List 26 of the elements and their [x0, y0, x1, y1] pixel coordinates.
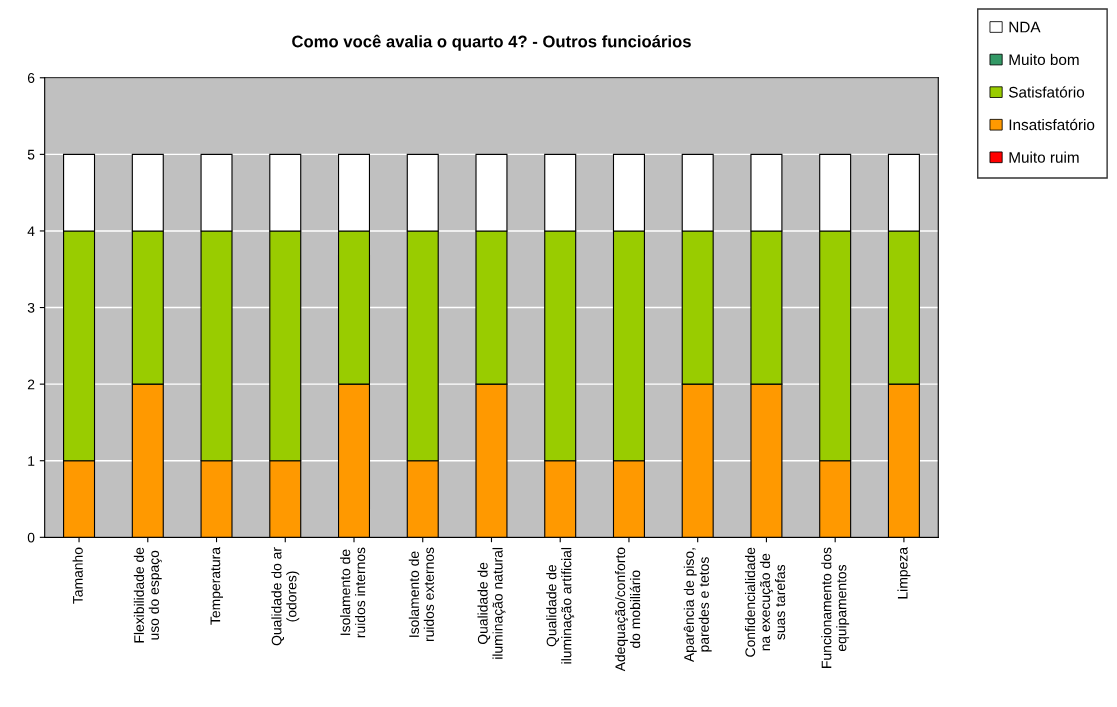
y-tick-label: 5: [27, 149, 35, 160]
x-tick-label: Qualidade de iluminação artificial: [546, 547, 575, 664]
legend-label: NDA: [1009, 21, 1041, 33]
y-tick-label: 2: [27, 379, 35, 390]
legend-label: Insatisfatório: [1009, 118, 1095, 131]
x-tick-label: Isolamento de ruidos externos: [408, 547, 434, 642]
x-tick-label: Qualidade do ar (odores): [271, 547, 300, 646]
legend-label: Muito ruim: [1009, 151, 1079, 163]
x-tick-label: Confidencialidade na execução de suas tarefas: [744, 547, 786, 657]
x-tick-label: Temperatura: [210, 547, 223, 625]
x-tick-label: Adequação/conforto do mobiliário: [614, 547, 641, 672]
y-tick-label: 3: [27, 302, 35, 313]
legend-label: Satisfatório: [1008, 86, 1085, 98]
x-tick-label: Limpeza: [897, 547, 911, 599]
x-tick-label: Aparência de piso, paredes e tetos: [683, 548, 712, 663]
x-tick-label: Flexibilidade de uso do espaço: [133, 547, 162, 643]
y-tick-label: 0: [27, 532, 35, 543]
y-tick-label: 4: [27, 226, 35, 236]
y-tick-label: 6: [27, 73, 35, 83]
x-tick-label: Tamanho: [72, 547, 83, 604]
x-tick-label: Funcionamento dos equipamentos: [821, 547, 850, 668]
legend-label: Muito bom: [1009, 53, 1079, 66]
chart-title: Como você avalia o quarto 4? - Outros funcioários: [292, 34, 691, 51]
x-tick-label: Isolamento de ruidos internos: [340, 547, 366, 638]
x-tick-label: Qualidade de iluminação natural: [477, 547, 506, 659]
y-tick-label: 1: [28, 456, 35, 466]
